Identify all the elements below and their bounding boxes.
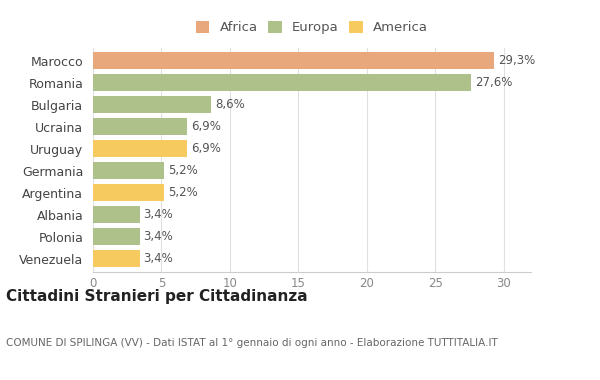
Bar	[93, 52, 494, 69]
Bar	[93, 206, 140, 223]
Text: Cittadini Stranieri per Cittadinanza: Cittadini Stranieri per Cittadinanza	[6, 289, 308, 304]
Text: 29,3%: 29,3%	[498, 54, 535, 67]
Bar	[93, 119, 187, 135]
Text: 8,6%: 8,6%	[215, 98, 245, 111]
Text: 3,4%: 3,4%	[143, 252, 173, 265]
Bar	[93, 97, 211, 113]
Text: 5,2%: 5,2%	[168, 186, 198, 199]
Legend: Africa, Europa, America: Africa, Europa, America	[193, 18, 431, 37]
Bar	[93, 140, 187, 157]
Text: COMUNE DI SPILINGA (VV) - Dati ISTAT al 1° gennaio di ogni anno - Elaborazione T: COMUNE DI SPILINGA (VV) - Dati ISTAT al …	[6, 338, 498, 348]
Bar	[93, 162, 164, 179]
Text: 3,4%: 3,4%	[143, 230, 173, 243]
Text: 6,9%: 6,9%	[191, 120, 221, 133]
Bar	[93, 228, 140, 245]
Bar	[93, 74, 471, 91]
Text: 3,4%: 3,4%	[143, 208, 173, 221]
Text: 6,9%: 6,9%	[191, 142, 221, 155]
Text: 5,2%: 5,2%	[168, 164, 198, 177]
Bar	[93, 250, 140, 267]
Text: 27,6%: 27,6%	[475, 76, 512, 89]
Bar	[93, 184, 164, 201]
